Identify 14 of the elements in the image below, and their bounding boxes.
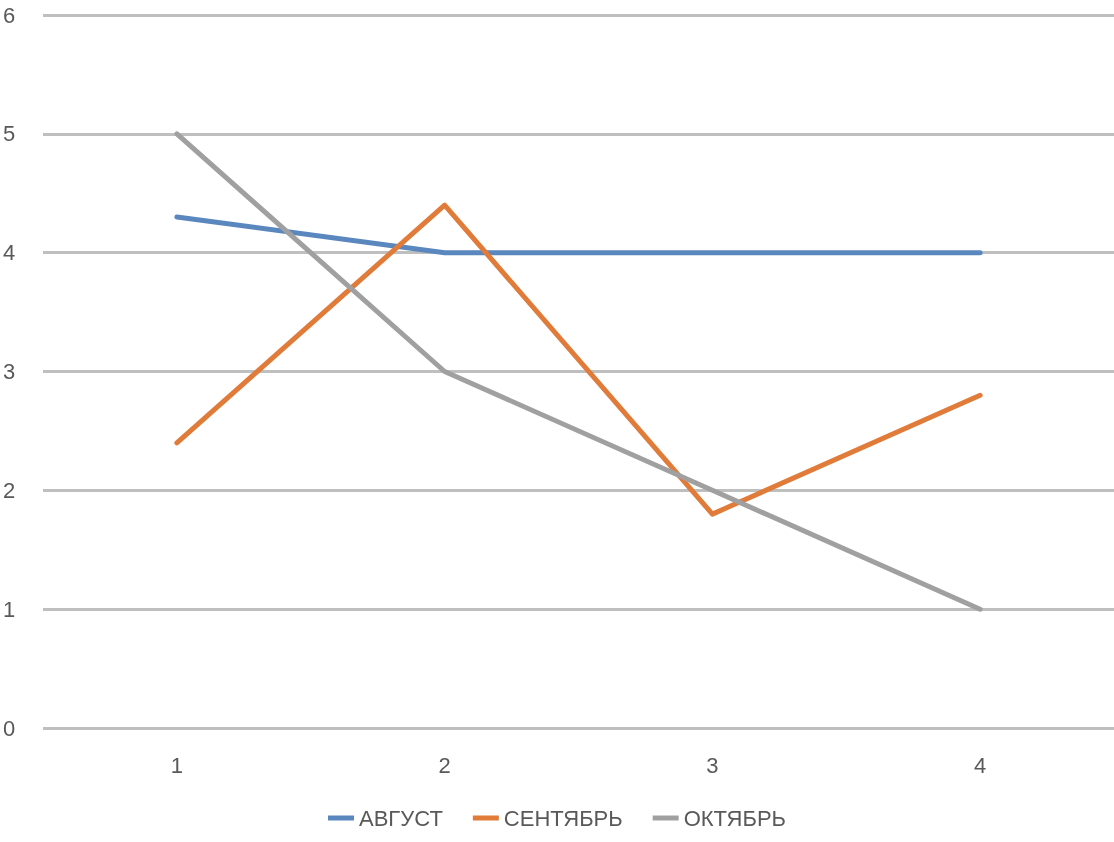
x-tick-label: 4 [974,752,987,778]
y-tick-label: 0 [3,715,16,741]
y-tick-label: 1 [3,596,16,622]
legend-label: ОКТЯБРЬ [683,805,786,831]
y-tick-label: 5 [3,121,16,147]
x-tick-label: 2 [438,752,451,778]
y-tick-label: 6 [3,2,16,28]
y-tick-label: 3 [3,359,16,384]
legend-label: СЕНТЯБРЬ [503,805,623,831]
legend-label: АВГУСТ [359,805,443,831]
x-tick-label: 3 [706,752,719,778]
y-tick-label: 4 [3,240,16,266]
x-tick-label: 1 [170,752,183,778]
y-tick-label: 2 [3,477,16,503]
